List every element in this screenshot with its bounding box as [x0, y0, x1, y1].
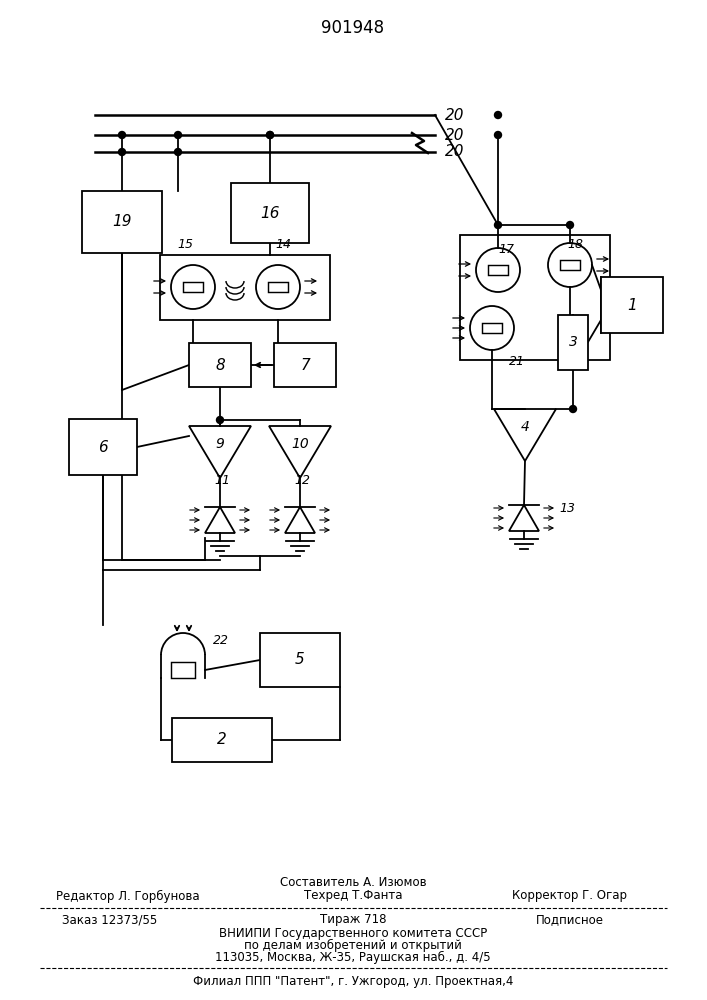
Text: 4: 4 — [520, 420, 530, 434]
Circle shape — [175, 131, 182, 138]
Text: 18: 18 — [567, 238, 583, 251]
Text: 5: 5 — [295, 652, 305, 668]
Bar — [189, 343, 251, 387]
Text: 7: 7 — [300, 358, 310, 372]
Circle shape — [119, 148, 126, 155]
Text: 113035, Москва, Ж-35, Раушская наб., д. 4/5: 113035, Москва, Ж-35, Раушская наб., д. … — [215, 950, 491, 964]
Text: по делам изобретений и открытий: по делам изобретений и открытий — [244, 938, 462, 952]
Bar — [171, 662, 195, 678]
Text: Составитель А. Изюмов: Составитель А. Изюмов — [280, 876, 426, 888]
Text: 21: 21 — [509, 355, 525, 368]
Text: Корректор Г. Огар: Корректор Г. Огар — [513, 890, 628, 902]
Text: 11: 11 — [214, 474, 230, 487]
Bar — [560, 260, 580, 270]
Circle shape — [566, 222, 573, 229]
Bar — [482, 323, 502, 333]
Circle shape — [494, 131, 501, 138]
Circle shape — [494, 111, 501, 118]
Text: 22: 22 — [213, 634, 229, 647]
Text: 9: 9 — [216, 437, 224, 451]
Text: 13: 13 — [559, 502, 575, 514]
Text: 14: 14 — [275, 238, 291, 251]
Text: 2: 2 — [217, 732, 227, 748]
Circle shape — [216, 416, 223, 424]
Circle shape — [267, 131, 274, 138]
Bar — [488, 265, 508, 275]
Text: 16: 16 — [260, 206, 280, 221]
Text: 12: 12 — [294, 474, 310, 487]
Circle shape — [175, 148, 182, 155]
Bar — [268, 282, 288, 292]
Bar — [460, 235, 610, 360]
Text: 19: 19 — [112, 215, 132, 230]
Text: Заказ 12373/55: Заказ 12373/55 — [62, 914, 158, 926]
Text: 20: 20 — [445, 107, 464, 122]
Bar — [274, 343, 336, 387]
Bar — [172, 718, 272, 762]
Bar — [69, 419, 137, 475]
Text: 6: 6 — [98, 440, 108, 454]
Circle shape — [570, 406, 576, 412]
Text: Техред Т.Фанта: Техред Т.Фанта — [304, 890, 402, 902]
Bar — [160, 255, 330, 320]
Text: 3: 3 — [568, 335, 578, 349]
Text: Редактор Л. Горбунова: Редактор Л. Горбунова — [56, 889, 200, 903]
Bar — [260, 633, 340, 687]
Bar — [82, 191, 162, 253]
Text: 20: 20 — [445, 144, 464, 159]
Text: Тираж 718: Тираж 718 — [320, 914, 386, 926]
Text: 17: 17 — [498, 243, 514, 256]
Text: 15: 15 — [177, 238, 193, 251]
Circle shape — [494, 222, 501, 229]
Circle shape — [119, 131, 126, 138]
Text: 10: 10 — [291, 437, 309, 451]
Circle shape — [267, 131, 274, 138]
Text: ВНИИПИ Государственного комитета СССР: ВНИИПИ Государственного комитета СССР — [219, 926, 487, 940]
Bar — [231, 183, 309, 243]
Bar — [601, 277, 663, 333]
Bar — [183, 282, 203, 292]
Text: Подписное: Подписное — [536, 914, 604, 926]
Text: 8: 8 — [215, 358, 225, 372]
Text: 20: 20 — [445, 127, 464, 142]
Bar — [558, 314, 588, 369]
Text: 901948: 901948 — [322, 19, 385, 37]
Text: Филиал ППП "Патент", г. Ужгород, ул. Проектная,4: Филиал ППП "Патент", г. Ужгород, ул. Про… — [193, 976, 513, 988]
Text: 1: 1 — [627, 298, 637, 312]
